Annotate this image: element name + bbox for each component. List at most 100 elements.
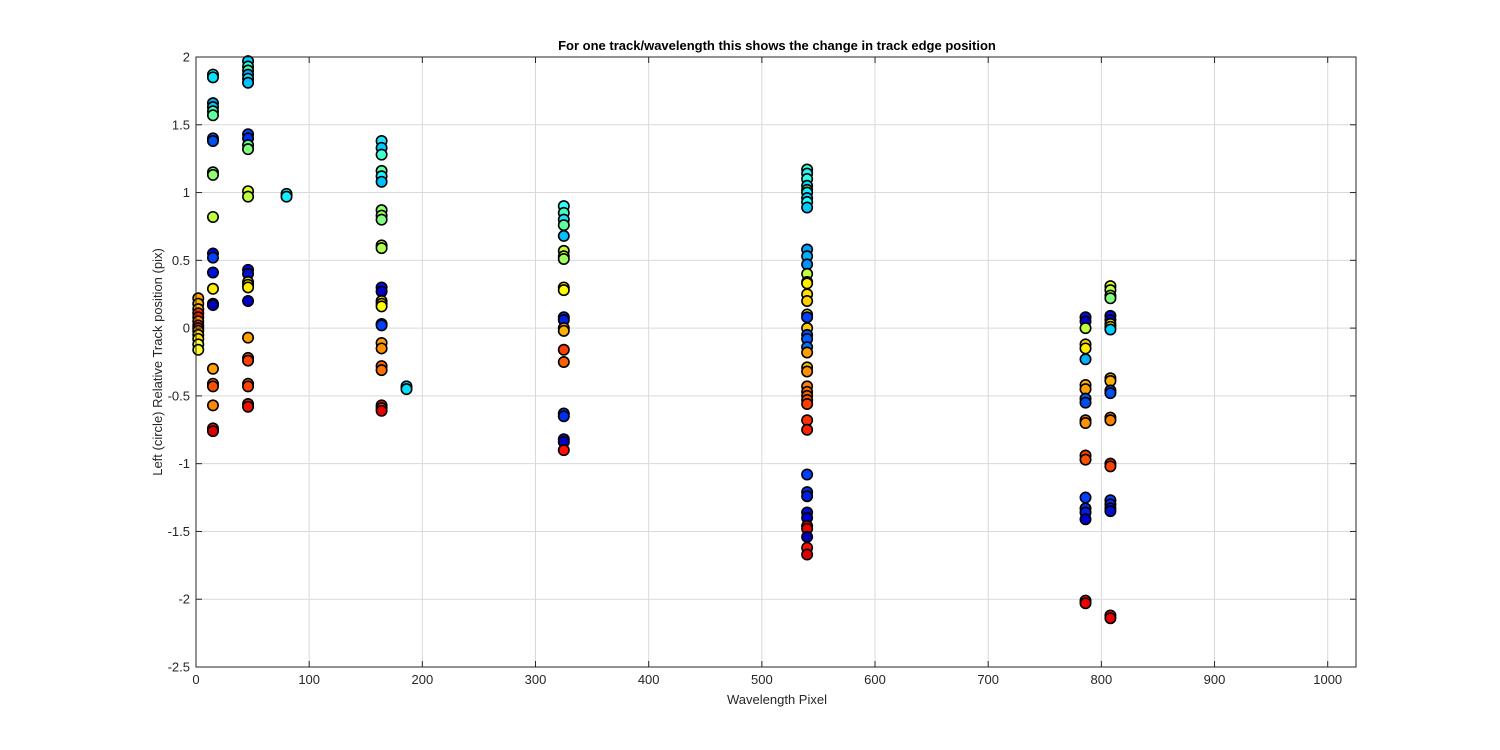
data-point (206, 266, 219, 279)
data-point (801, 294, 814, 307)
data-point (1079, 597, 1092, 610)
data-point (375, 300, 388, 313)
data-point (375, 242, 388, 255)
x-tick-label: 200 (411, 672, 433, 687)
data-point (1079, 322, 1092, 335)
data-point (242, 281, 255, 294)
data-point (206, 251, 219, 264)
data-point (801, 365, 814, 378)
data-point (242, 380, 255, 393)
data-point (1079, 453, 1092, 466)
data-point (242, 331, 255, 344)
data-point (801, 490, 814, 503)
data-point (1104, 323, 1117, 336)
data-point (400, 383, 413, 396)
data-point (206, 135, 219, 148)
data-point (375, 342, 388, 355)
data-point (206, 380, 219, 393)
y-tick-label: 0 (183, 321, 190, 336)
data-point (557, 229, 570, 242)
x-tick-label: 600 (864, 672, 886, 687)
x-axis-label: Wavelength Pixel (727, 692, 827, 707)
data-point (1104, 505, 1117, 518)
data-markers (192, 55, 1117, 625)
data-point (375, 148, 388, 161)
data-point (206, 168, 219, 181)
y-tick-label: 1.5 (172, 117, 190, 132)
data-point (801, 468, 814, 481)
chart-title: For one track/wavelength this shows the … (558, 38, 996, 53)
x-tick-label: 700 (977, 672, 999, 687)
x-tick-label: 800 (1091, 672, 1113, 687)
data-point (1104, 414, 1117, 427)
x-tick-label: 300 (525, 672, 547, 687)
data-point (1079, 353, 1092, 366)
data-point (192, 343, 205, 356)
data-point (557, 343, 570, 356)
data-point (206, 362, 219, 375)
data-point (801, 423, 814, 436)
x-tick-label: 900 (1204, 672, 1226, 687)
data-point (1104, 292, 1117, 305)
data-point (375, 175, 388, 188)
data-point (557, 219, 570, 232)
data-point (375, 319, 388, 332)
data-point (1079, 342, 1092, 355)
y-axis-label: Left (circle) Relative Track position (p… (150, 248, 165, 476)
data-point (801, 311, 814, 324)
y-tick-label: -1.5 (168, 524, 190, 539)
data-point (1104, 612, 1117, 625)
data-point (801, 548, 814, 561)
x-tick-label: 400 (638, 672, 660, 687)
data-point (557, 444, 570, 457)
tick-marks (195, 56, 1356, 668)
data-point (557, 284, 570, 297)
data-point (206, 425, 219, 438)
axes-box (195, 56, 1357, 668)
y-tick-label: -0.5 (168, 388, 190, 403)
x-tick-labels: 0 100 200 300 400 500 600 700 800 900 1000 (192, 672, 1342, 687)
data-point (206, 71, 219, 84)
data-point (242, 400, 255, 413)
data-point (801, 530, 814, 543)
grid-lines (196, 57, 1356, 667)
data-point (801, 346, 814, 359)
data-point (375, 364, 388, 377)
data-point (557, 324, 570, 337)
data-point (206, 299, 219, 312)
x-tick-label: 0 (192, 672, 199, 687)
y-tick-label: -2.5 (168, 660, 190, 675)
y-tick-label: -2 (178, 592, 190, 607)
data-point (280, 190, 293, 203)
data-point (206, 109, 219, 122)
x-tick-label: 500 (751, 672, 773, 687)
data-point (801, 398, 814, 411)
data-point (242, 294, 255, 307)
data-point (242, 354, 255, 367)
data-point (375, 404, 388, 417)
data-point (1104, 460, 1117, 473)
data-point (1079, 491, 1092, 504)
data-point (206, 399, 219, 412)
data-point (557, 410, 570, 423)
data-point (242, 76, 255, 89)
y-tick-label: 0.5 (172, 253, 190, 268)
data-point (375, 213, 388, 226)
data-point (557, 252, 570, 265)
data-point (242, 190, 255, 203)
data-point (557, 355, 570, 368)
data-point (1079, 416, 1092, 429)
y-tick-label: 1 (183, 185, 190, 200)
data-point (1079, 396, 1092, 409)
data-point (206, 210, 219, 223)
data-point (801, 201, 814, 214)
data-point (801, 277, 814, 290)
y-tick-label: -1 (178, 456, 190, 471)
data-point (242, 143, 255, 156)
data-point (206, 282, 219, 295)
y-tick-label: 2 (183, 50, 190, 65)
x-tick-label: 1000 (1313, 672, 1342, 687)
data-point (1079, 513, 1092, 526)
